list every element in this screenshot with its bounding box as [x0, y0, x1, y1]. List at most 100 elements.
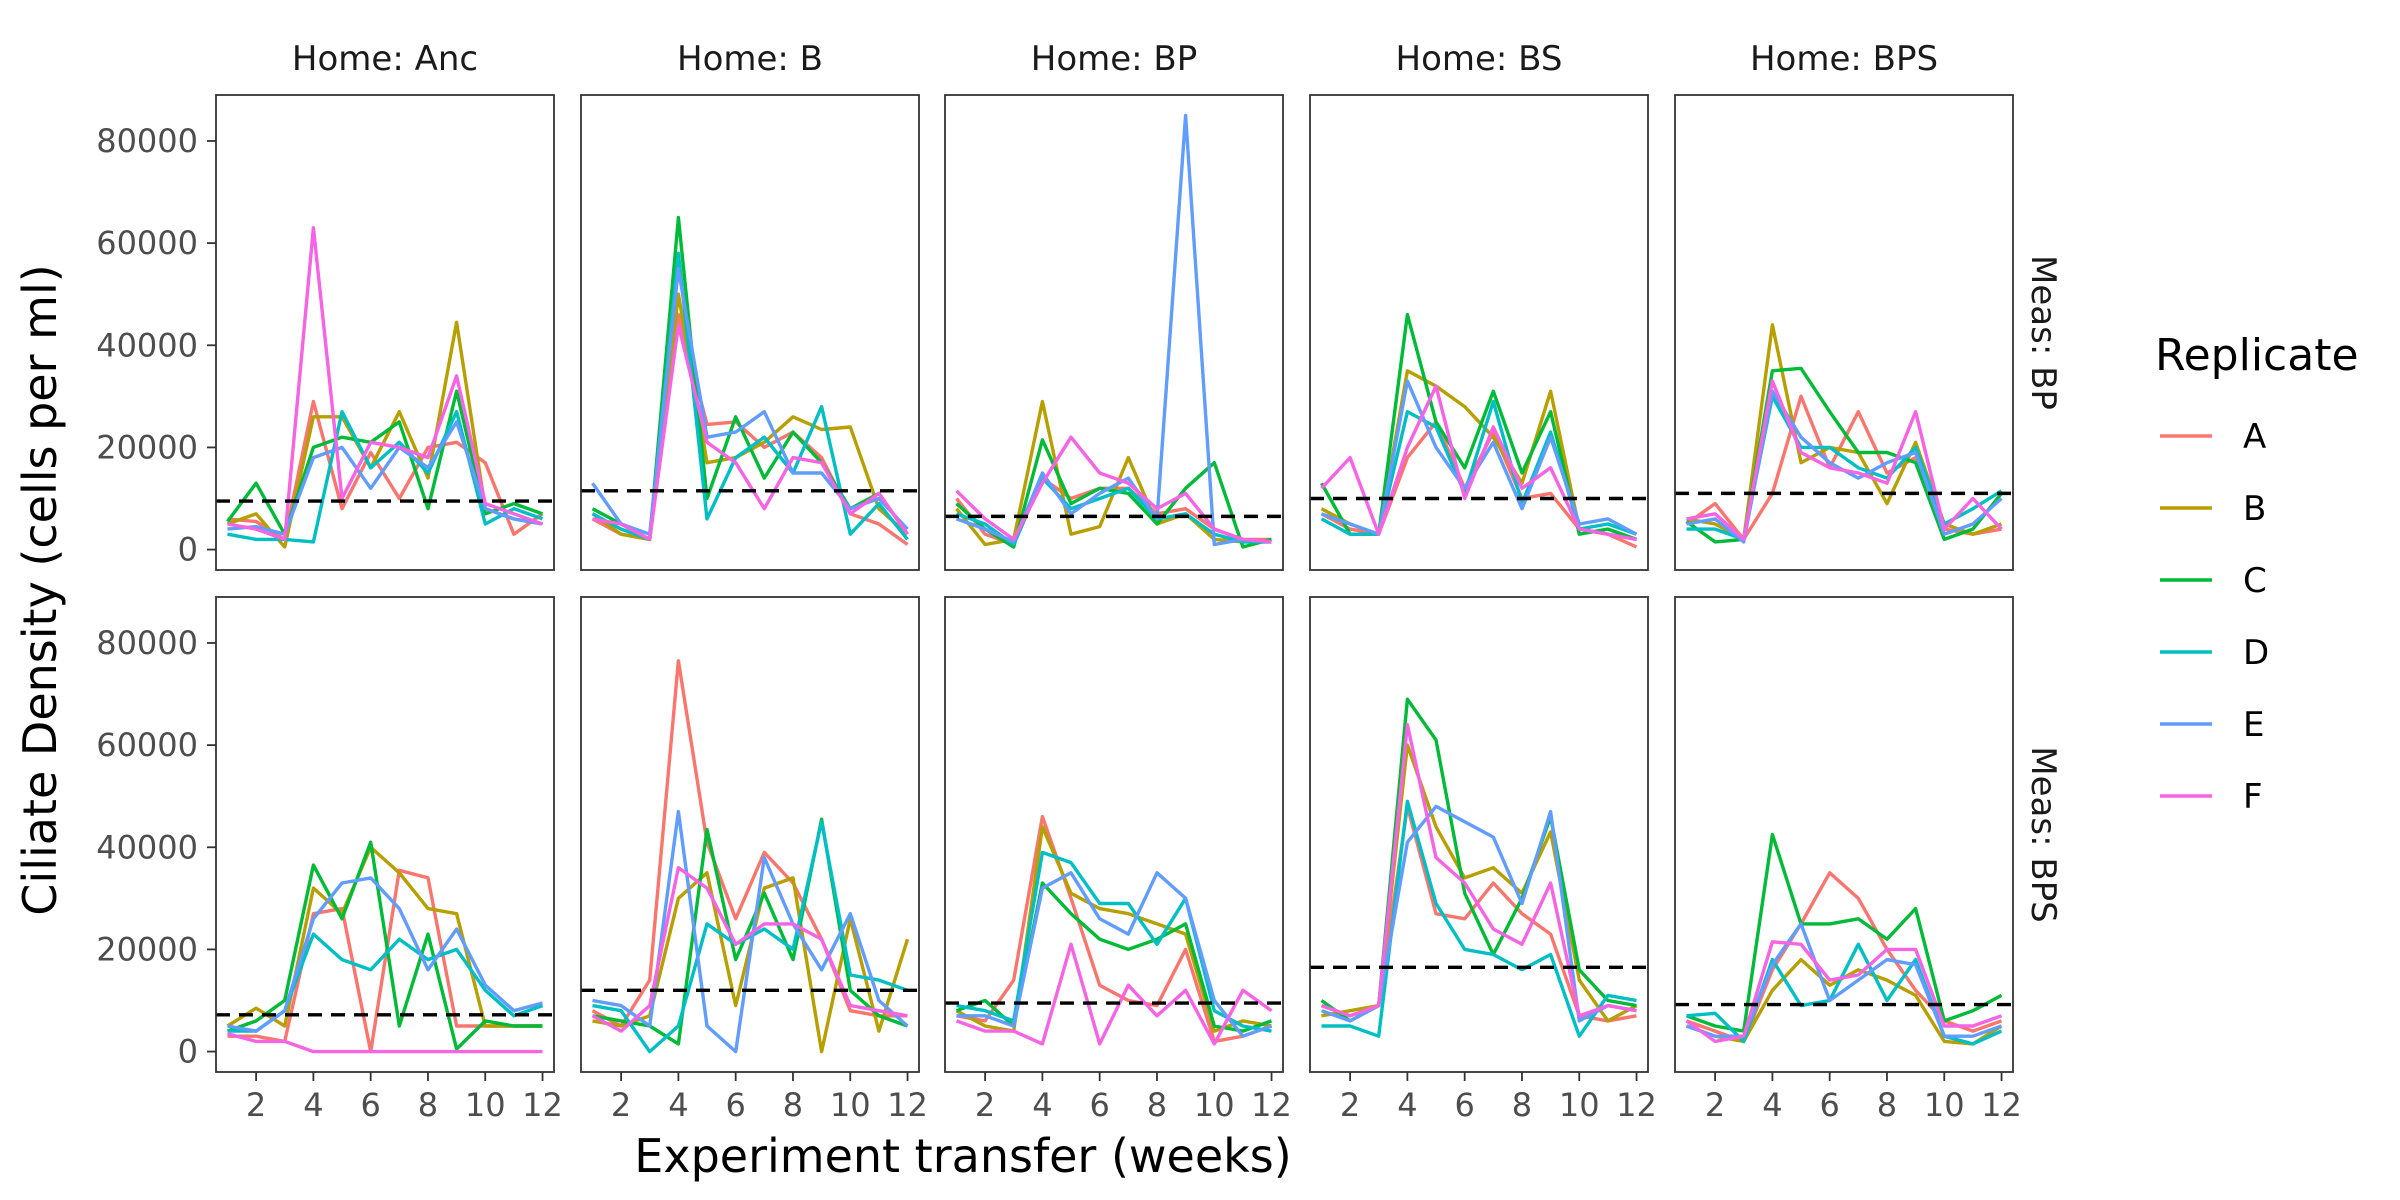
x-tick-label: 6: [1819, 1086, 1839, 1124]
column-strip-label: Home: BP: [1031, 39, 1198, 79]
series-line-A: [591, 659, 908, 1028]
series-line-F: [1320, 723, 1637, 1018]
panel-r1-c1: [580, 596, 920, 1073]
y-tick-label: 40000: [96, 326, 198, 364]
series-line-F: [227, 1032, 543, 1054]
x-tick-label: 8: [783, 1086, 803, 1124]
panel-border: [215, 94, 555, 571]
legend-label-E: E: [2243, 705, 2264, 745]
y-tick-label: 60000: [96, 224, 198, 262]
panel-background: [1310, 597, 1648, 1072]
x-tick-label: 6: [1089, 1086, 1109, 1124]
series-line-E: [956, 871, 1273, 1038]
y-axes: 0 20000 40000 60000 80000 0 20000 40000 60000 800…: [96, 122, 216, 1071]
x-tick-label: 8: [418, 1086, 438, 1124]
column-strip-label: Home: Anc: [292, 39, 478, 79]
y-tick-label: 80000: [96, 624, 198, 662]
x-tick-label: 4: [1032, 1086, 1052, 1124]
series-line-C: [592, 817, 909, 1046]
strip-labels: Home: Anc Home: B Home: BP Home: BS Home: BP…: [292, 39, 2063, 923]
x-tick-label: 2: [975, 1086, 995, 1124]
x-tick-label: 10: [465, 1086, 506, 1124]
y-axis-title: Ciliate Density (cells per ml): [13, 264, 67, 915]
x-tick-label: 2: [246, 1086, 266, 1124]
series-line-C: [955, 438, 1272, 549]
x-tick-label: 10: [830, 1086, 871, 1124]
panel-background: [216, 597, 554, 1072]
x-tick-label: 12: [1981, 1086, 2022, 1124]
series-line-C: [1685, 832, 2003, 1033]
panel-background: [945, 597, 1283, 1072]
series-line-F: [955, 435, 1272, 544]
panel-background: [1675, 95, 2013, 570]
panel-background: [1310, 95, 1648, 570]
legend-label-F: F: [2243, 777, 2263, 817]
panel-border: [944, 94, 1284, 571]
x-tick-label: 2: [611, 1086, 631, 1124]
x-tick-label: 6: [360, 1086, 380, 1124]
series-line-C: [955, 881, 1273, 1033]
column-strip-label: Home: BS: [1396, 39, 1563, 79]
x-axis-title: Experiment transfer (weeks): [634, 1129, 1291, 1183]
series-line-D: [592, 820, 909, 1054]
panel-border: [580, 596, 920, 1073]
x-tick-label: 8: [1877, 1086, 1897, 1124]
series-line-A: [956, 814, 1273, 1044]
y-tick-label: 80000: [96, 122, 198, 160]
panel-border: [215, 596, 555, 1073]
x-tick-label: 4: [1397, 1086, 1417, 1124]
y-tick-label: 60000: [96, 726, 198, 764]
column-strip-label: Home: BPS: [1750, 39, 1938, 79]
panel-border: [1309, 596, 1649, 1073]
series-line-E: [592, 809, 909, 1054]
panel-r0-c4: [1674, 94, 2014, 571]
panel-r1-c4: [1674, 596, 2014, 1073]
x-tick-label: 4: [668, 1086, 688, 1124]
y-tick-label: 0: [178, 1033, 198, 1071]
series-line-F: [955, 942, 1273, 1046]
x-tick-label: 6: [1454, 1086, 1474, 1124]
legend-label-A: A: [2243, 417, 2266, 457]
panel-background: [945, 95, 1283, 570]
panel-border: [1309, 94, 1649, 571]
panel-border: [944, 596, 1284, 1073]
panel-background: [581, 597, 919, 1072]
x-tick-label: 12: [887, 1086, 928, 1124]
panel-r0-c3: [1309, 94, 1649, 571]
panel-border: [580, 94, 920, 571]
row-strip-label: Meas: BPS: [2023, 746, 2063, 922]
x-tick-label: 2: [1340, 1086, 1360, 1124]
series-line-F: [592, 323, 909, 542]
panel-r0-c2: [944, 94, 1284, 571]
y-tick-label: 40000: [96, 828, 198, 866]
series-line-E: [227, 420, 543, 536]
panel-r0-c1: [580, 94, 920, 571]
panel-border: [1674, 94, 2014, 571]
y-tick-label: 20000: [96, 930, 198, 968]
x-tick-label: 12: [522, 1086, 563, 1124]
x-tick-label: 4: [1762, 1086, 1782, 1124]
series-line-F: [1320, 384, 1637, 542]
panel-border: [1674, 596, 2014, 1073]
series-line-F: [1685, 940, 2003, 1044]
column-strip-label: Home: B: [677, 39, 823, 79]
x-axes: 2 4 6 8 10 12 2 4 6 8 10 12 2 4 6 8 10 12 2 4 6 8 10 12 2 4 6 8 10 12: [246, 1072, 2022, 1124]
legend-title: Replicate: [2155, 330, 2359, 381]
x-tick-label: 4: [303, 1086, 323, 1124]
panel-r1-c2: [944, 596, 1284, 1073]
x-tick-label: 10: [1924, 1086, 1965, 1124]
legend-label-C: C: [2243, 561, 2267, 601]
x-tick-label: 2: [1705, 1086, 1725, 1124]
panel-r1-c3: [1309, 596, 1649, 1073]
panel-r1-c0: [215, 596, 555, 1073]
panels-layer: [215, 94, 2014, 1073]
panel-background: [1675, 597, 2013, 1072]
x-tick-label: 10: [1194, 1086, 1235, 1124]
series-line-E: [227, 876, 543, 1033]
x-tick-label: 12: [1251, 1086, 1292, 1124]
series-line-F: [227, 226, 544, 542]
y-tick-label: 20000: [96, 428, 198, 466]
series-line-E: [955, 113, 1272, 547]
